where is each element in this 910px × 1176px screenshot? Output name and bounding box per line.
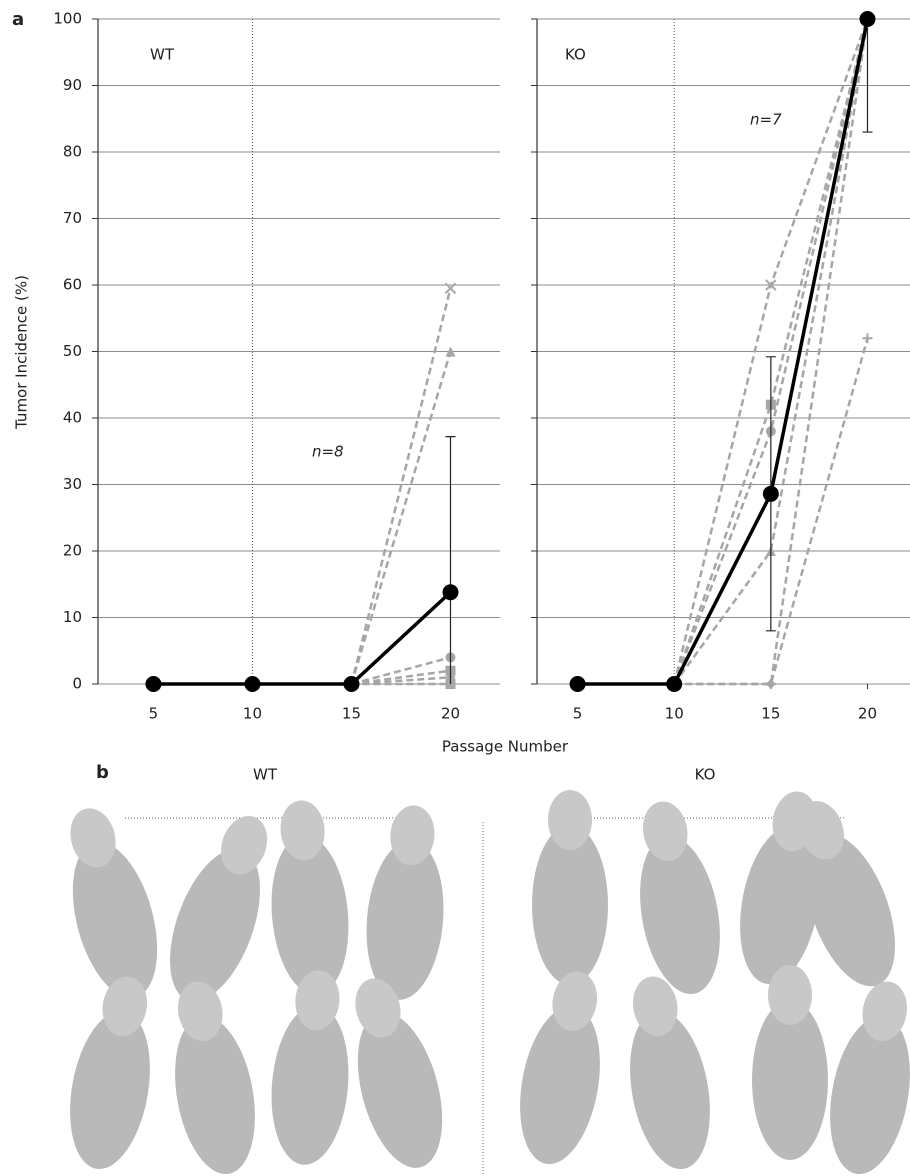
y-tick-label: 100 [53,10,82,28]
point [244,676,260,692]
group-label: KO [695,766,716,784]
y-tick-label: 90 [63,76,82,94]
y-tick-label: 0 [72,675,82,693]
x-tick-label: 10 [243,705,262,723]
mouse-head [768,965,812,1025]
point [145,676,161,692]
y-tick-label: 60 [63,276,82,294]
individual-line [351,352,450,685]
y-tick-label: 80 [63,143,82,161]
y-tick-label: 30 [63,475,82,493]
figure: a Tumor Incidence (%) Passage Number WT … [0,0,910,1176]
point [859,11,875,27]
x-tick-label: 10 [665,705,684,723]
point [442,584,458,600]
y-tick-label: 40 [63,409,82,427]
x-tick-label: 5 [149,705,159,723]
mouse [152,837,278,1013]
x-tick-label: 15 [761,705,780,723]
point [666,676,682,692]
mouse-head [548,790,592,850]
y-axis-label: Tumor Incidence (%) [13,275,31,430]
panel-label: a [12,9,24,30]
chart-title: KO [565,46,586,64]
point [766,679,776,689]
x-tick-label: 20 [441,705,460,723]
x-tick-label: 5 [573,705,583,723]
y-tick-label: 20 [63,542,82,560]
group-label: WT [253,766,278,784]
annotation: n=7 [750,111,782,129]
individual-line [351,288,450,684]
point [343,676,359,692]
mouse [343,1003,458,1176]
annotation: n=8 [312,443,344,461]
point [763,486,779,502]
y-tick-label: 50 [63,342,82,360]
y-tick-label: 10 [63,608,82,626]
chart-title: WT [150,46,175,64]
x-axis-label: Passage Number [442,738,569,756]
point [570,676,586,692]
panel-label: b [96,762,109,783]
x-tick-label: 15 [342,705,361,723]
point [862,333,872,343]
mouse [58,833,173,1007]
mouse-photos [58,788,910,1176]
x-tick-label: 20 [858,705,877,723]
y-tick-label: 70 [63,209,82,227]
